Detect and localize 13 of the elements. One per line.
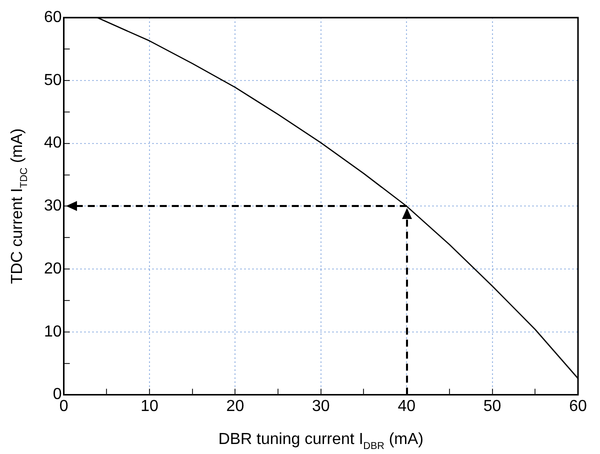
y-axis-title: TDC current ITDC (mA): [9, 128, 30, 284]
x-tick-label: 10: [140, 398, 158, 415]
y-tick-label: 10: [44, 323, 62, 340]
y-tick-label: 50: [44, 72, 62, 89]
y-tick-label: 60: [44, 9, 62, 26]
y-tick-label: 20: [44, 260, 62, 278]
x-tick-label: 40: [398, 398, 416, 415]
y-tick-label: 40: [44, 134, 62, 152]
x-tick-label: 60: [569, 398, 587, 415]
x-tick-label: 50: [483, 398, 502, 415]
x-tick-label: 30: [312, 398, 330, 415]
y-tick-label: 30: [44, 198, 62, 215]
x-tick-label: 20: [226, 398, 244, 415]
